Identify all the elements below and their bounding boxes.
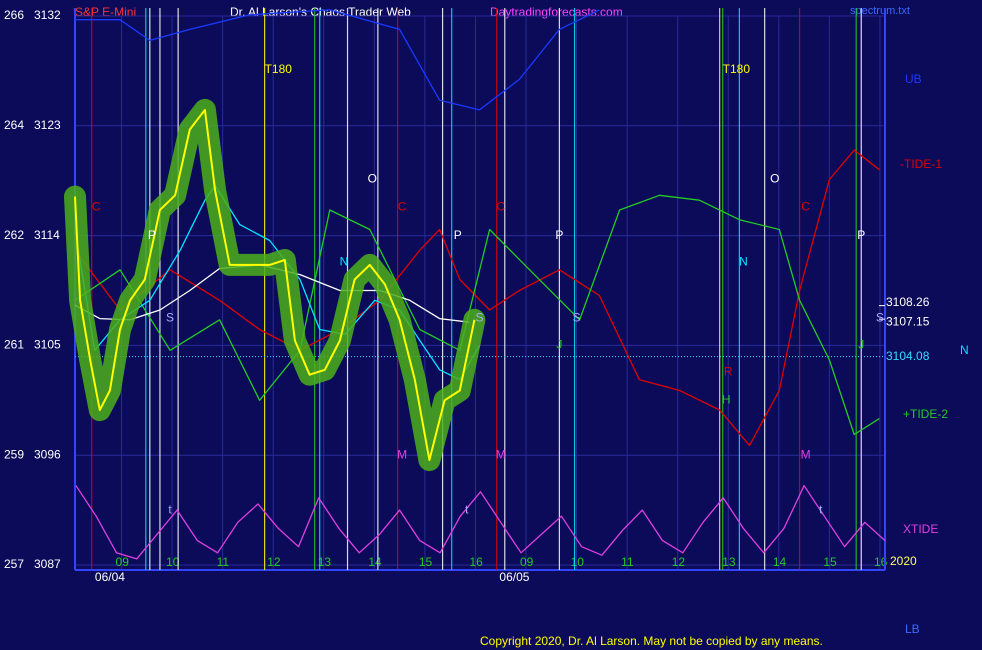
annotation: H bbox=[722, 392, 731, 406]
x-tick-label: 10 bbox=[166, 555, 180, 569]
legend-label: UB bbox=[905, 72, 922, 86]
annotation: C bbox=[801, 200, 810, 214]
annotation: P bbox=[555, 228, 563, 242]
etf-tick-label: 266 bbox=[4, 8, 24, 22]
x-tick-label: 13 bbox=[318, 555, 332, 569]
y-tick-label: 3123 bbox=[34, 118, 61, 132]
annotation: t bbox=[168, 502, 172, 516]
chart-title: Dr. Al Larson's Chaos Trader Web bbox=[230, 5, 411, 19]
level-label: 3107.15 bbox=[886, 314, 930, 328]
annotation: N bbox=[340, 255, 349, 269]
x-tick-label: 16 bbox=[469, 555, 483, 569]
level-label: 3108.26 bbox=[886, 295, 930, 309]
annotation: T180 bbox=[265, 62, 293, 76]
annotation: C bbox=[496, 200, 505, 214]
annotation: S bbox=[166, 311, 174, 325]
annotation: S bbox=[475, 311, 483, 325]
annotation: O bbox=[368, 172, 377, 186]
legend-label: XTIDE bbox=[903, 522, 938, 536]
series-line bbox=[74, 149, 880, 447]
series-line bbox=[75, 9, 600, 111]
annotation: O bbox=[770, 172, 779, 186]
x-tick-label: 10 bbox=[571, 555, 585, 569]
y-tick-label: 3096 bbox=[34, 447, 61, 461]
annotation: t bbox=[465, 502, 469, 516]
annotation: P bbox=[148, 228, 156, 242]
etf-tick-label: 262 bbox=[4, 228, 24, 242]
symbol: S&P E-Mini bbox=[75, 5, 136, 19]
etf-tick-label: 257 bbox=[4, 557, 24, 571]
date-label: 06/04 bbox=[95, 570, 125, 584]
x-tick-label: 11 bbox=[621, 555, 634, 569]
x-tick-label: 12 bbox=[267, 555, 281, 569]
y-tick-label: 3114 bbox=[34, 228, 60, 242]
legend-label: -TIDE-1 bbox=[900, 157, 942, 171]
annotation: M bbox=[496, 447, 506, 461]
date-label: 06/05 bbox=[499, 570, 529, 584]
year-label: 2020 bbox=[890, 554, 917, 568]
x-tick-label: 14 bbox=[368, 555, 382, 569]
annotation: C bbox=[92, 200, 101, 214]
annotation: R bbox=[724, 364, 733, 378]
n-label: N bbox=[960, 343, 969, 357]
etf-tick-label: 259 bbox=[4, 447, 24, 461]
annotation: J bbox=[556, 338, 562, 352]
series-line bbox=[74, 194, 880, 436]
copyright: Copyright 2020, Dr. Al Larson. May not b… bbox=[480, 634, 823, 648]
annotation: S bbox=[573, 311, 581, 325]
x-tick-label: 11 bbox=[217, 555, 230, 569]
annotation: N bbox=[739, 255, 748, 269]
x-tick-label: 14 bbox=[773, 555, 787, 569]
annotation: M bbox=[397, 447, 407, 461]
x-tick-label: 13 bbox=[722, 555, 736, 569]
etf-tick-label: 261 bbox=[4, 338, 24, 352]
annotation: C bbox=[398, 200, 407, 214]
annotation: t bbox=[819, 502, 823, 516]
annotation: P bbox=[857, 228, 865, 242]
annotation: M bbox=[801, 447, 811, 461]
annotation: J bbox=[858, 338, 864, 352]
x-tick-label: 12 bbox=[672, 555, 686, 569]
series-line bbox=[74, 108, 476, 462]
y-tick-label: 3087 bbox=[34, 557, 61, 571]
x-tick-label: 15 bbox=[823, 555, 837, 569]
series-line bbox=[75, 485, 886, 560]
site: Daytradingforecasts.com bbox=[490, 5, 623, 19]
y-tick-label: 3132 bbox=[34, 8, 61, 22]
x-tick-label: 15 bbox=[419, 555, 433, 569]
annotation: P bbox=[454, 228, 462, 242]
lb-label: LB bbox=[905, 622, 920, 636]
annotation: S bbox=[876, 311, 884, 325]
y-tick-label: 3105 bbox=[34, 338, 61, 352]
file-name: spectrum.txt bbox=[850, 5, 910, 17]
x-tick-label: 09 bbox=[520, 555, 534, 569]
x-tick-label: 09 bbox=[116, 555, 130, 569]
etf-tick-label: 264 bbox=[4, 118, 24, 132]
level-label: 3104.08 bbox=[886, 349, 930, 363]
legend-label: +TIDE-2 bbox=[903, 407, 948, 421]
annotation: T180 bbox=[723, 62, 751, 76]
